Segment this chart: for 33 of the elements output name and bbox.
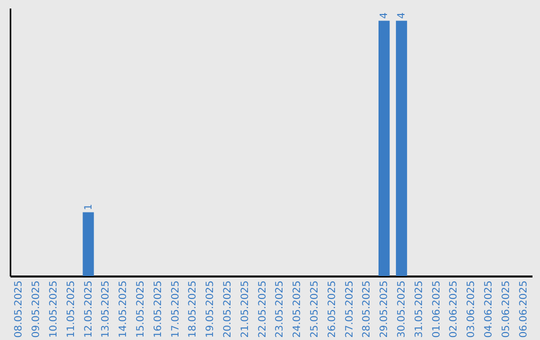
x-tick-label: 27.05.2025 bbox=[344, 280, 356, 338]
x-tick-label: 03.06.2025 bbox=[466, 280, 478, 338]
x-tick-label: 16.05.2025 bbox=[152, 280, 164, 338]
x-tick-label: 13.05.2025 bbox=[100, 280, 112, 338]
x-tick-label: 11.05.2025 bbox=[66, 280, 77, 338]
x-tick-label: 29.05.2025 bbox=[379, 280, 390, 338]
x-tick-label: 17.05.2025 bbox=[170, 280, 182, 338]
x-tick-label: 26.05.2025 bbox=[326, 280, 338, 338]
x-tick-label: 12.05.2025 bbox=[83, 280, 94, 338]
x-tick-label: 02.06.2025 bbox=[448, 280, 460, 338]
x-tick-label: 20.05.2025 bbox=[222, 280, 234, 338]
x-tick-label: 30.05.2025 bbox=[396, 280, 408, 338]
data-label: 4 bbox=[379, 12, 390, 19]
x-tick-label: 18.05.2025 bbox=[188, 280, 199, 338]
x-tick-label: 04.06.2025 bbox=[484, 280, 494, 338]
data-label: 4 bbox=[396, 12, 408, 19]
x-tick-label: 28.05.2025 bbox=[362, 280, 373, 338]
x-tick-label: 15.05.2025 bbox=[136, 280, 146, 338]
x-tick-label: 06.06.2025 bbox=[518, 280, 530, 338]
data-label: 1 bbox=[83, 204, 94, 210]
x-tick-label: 22.05.2025 bbox=[257, 280, 268, 338]
x-tick-label: 14.05.2025 bbox=[118, 280, 130, 338]
x-tick-label: 05.06.2025 bbox=[500, 280, 512, 338]
x-tick-label: 08.05.2025 bbox=[14, 280, 25, 338]
x-tick-label: 19.05.2025 bbox=[205, 280, 216, 338]
x-tick-label: 24.05.2025 bbox=[292, 280, 304, 338]
x-tick-label: 25.05.2025 bbox=[310, 280, 320, 338]
x-tick-label: 01.06.2025 bbox=[431, 280, 442, 338]
x-tick-label: 31.05.2025 bbox=[414, 280, 425, 338]
x-tick-label: 09.05.2025 bbox=[31, 280, 42, 338]
x-tick-label: 10.05.2025 bbox=[48, 280, 60, 338]
x-tick-label: 23.05.2025 bbox=[274, 280, 286, 338]
x-tick-label: 21.05.2025 bbox=[240, 280, 251, 338]
